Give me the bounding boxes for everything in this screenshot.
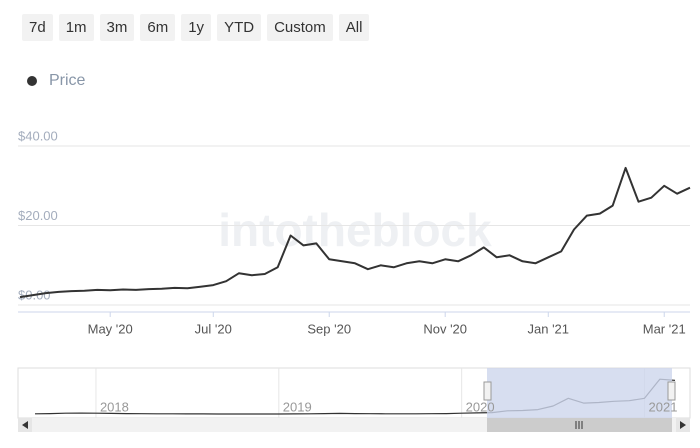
legend-marker [27, 76, 37, 86]
navigator-label: 2021 [649, 399, 678, 414]
legend-label[interactable]: Price [49, 72, 86, 89]
navigator-label: 2018 [100, 399, 129, 414]
navigator-selection[interactable] [487, 368, 672, 418]
x-tick-label: May '20 [88, 321, 133, 336]
y-tick-label: $40.00 [18, 128, 58, 143]
grip-icon [575, 421, 583, 429]
watermark: intotheblock [218, 204, 492, 256]
navigator-label: 2020 [466, 399, 495, 414]
price-line [19, 166, 691, 299]
navigator-handle[interactable] [667, 381, 676, 401]
x-tick-label: Jul '20 [195, 321, 232, 336]
range-button[interactable]: All [338, 14, 370, 41]
range-button[interactable]: 3m [99, 14, 135, 41]
range-button[interactable]: YTD [217, 14, 262, 41]
x-tick-label: Sep '20 [307, 321, 351, 336]
range-button[interactable]: 1y [181, 14, 212, 41]
x-tick-label: Nov '20 [423, 321, 467, 336]
range-selector: 7d 1m 3m 6m 1y YTD Custom All [22, 14, 370, 41]
range-button[interactable]: 6m [140, 14, 176, 41]
x-tick-label: Jan '21 [528, 321, 570, 336]
navigator-handle[interactable] [483, 381, 492, 401]
y-tick-label: $20.00 [18, 208, 58, 223]
navigator-label: 2019 [283, 399, 312, 414]
range-button[interactable]: 7d [22, 14, 53, 41]
range-button[interactable]: Custom [267, 14, 333, 41]
range-button[interactable]: 1m [58, 14, 94, 41]
arrow-icon [680, 421, 686, 429]
x-tick-label: Mar '21 [643, 321, 686, 336]
arrow-icon [22, 421, 28, 429]
